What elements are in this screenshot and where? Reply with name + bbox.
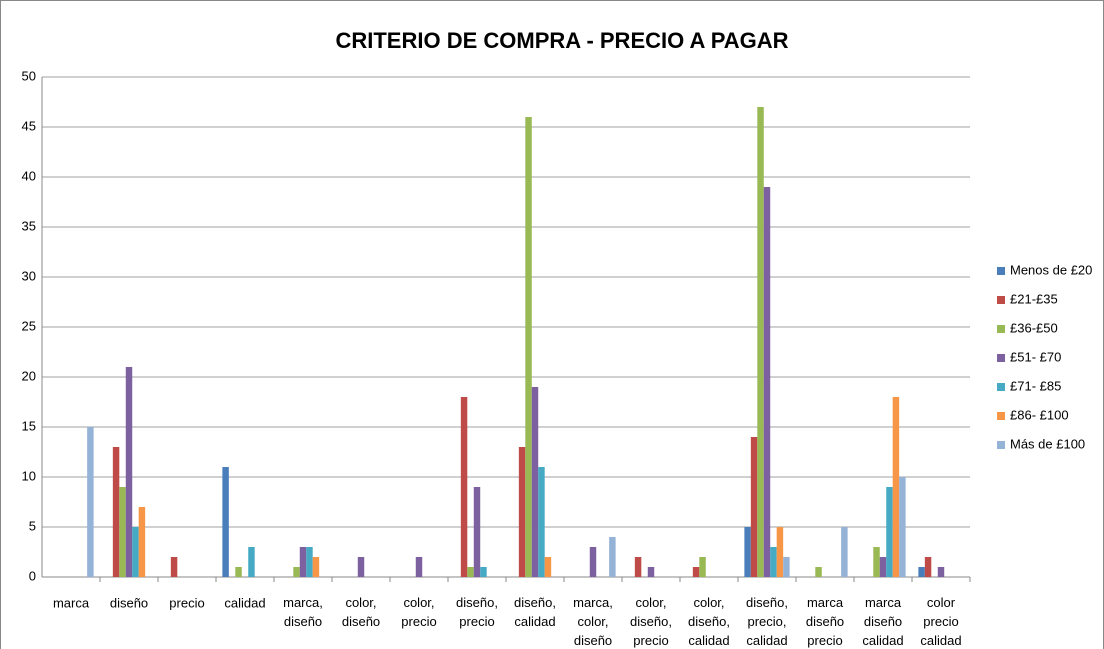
bar <box>892 397 900 577</box>
bar <box>518 447 526 577</box>
x-tick-label: marca diseño precio <box>806 595 844 648</box>
bar <box>776 527 784 577</box>
bar <box>699 557 706 577</box>
bar <box>873 547 880 577</box>
bar <box>815 567 822 577</box>
x-tick-label: diseño, precio <box>456 595 498 629</box>
bar <box>460 397 468 577</box>
x-tick-label: diseño <box>110 595 148 610</box>
bar <box>138 507 146 577</box>
bar <box>538 467 545 577</box>
bar <box>634 557 642 577</box>
bar <box>924 557 932 577</box>
bar <box>222 467 229 577</box>
y-tick-label: 20 <box>22 368 36 383</box>
bar <box>757 107 764 577</box>
legend-swatch <box>997 296 1005 304</box>
bar <box>841 527 848 577</box>
bar <box>112 447 120 577</box>
bar <box>531 387 539 577</box>
bar <box>467 567 474 577</box>
chart-title: CRITERIO DE COMPRA - PRECIO A PAGAR <box>335 28 788 53</box>
bar <box>886 487 893 577</box>
bar <box>248 547 255 577</box>
bar <box>750 437 758 577</box>
x-tick-label: color, precio <box>401 595 436 629</box>
x-tick-label: color, diseño, calidad <box>688 595 730 648</box>
bar <box>132 527 139 577</box>
legend-swatch <box>997 325 1005 333</box>
bar <box>544 557 552 577</box>
bar <box>415 557 423 577</box>
bar <box>783 557 790 577</box>
bar <box>744 527 751 577</box>
legend-swatch <box>997 267 1005 275</box>
x-tick-label: marca, diseño <box>283 595 323 629</box>
legend-label: £86- £100 <box>1010 407 1069 422</box>
bar <box>692 567 700 577</box>
legend-label: Más de £100 <box>1010 436 1085 451</box>
legend-label: £36-£50 <box>1010 320 1058 335</box>
legend-label: Menos de £20 <box>1010 262 1092 277</box>
bar <box>763 187 771 577</box>
bar <box>299 547 307 577</box>
bar <box>312 557 320 577</box>
legend-swatch <box>997 441 1005 449</box>
bar <box>306 547 313 577</box>
x-tick-label: diseño, calidad <box>514 595 556 629</box>
bar <box>293 567 300 577</box>
legend-label: £71- £85 <box>1010 378 1061 393</box>
x-tick-label: marca diseño calidad <box>862 595 903 648</box>
bar <box>525 117 532 577</box>
bar <box>87 427 94 577</box>
x-tick-label: marca, color, diseño <box>573 595 613 648</box>
bar <box>473 487 481 577</box>
x-tick-label: calidad <box>224 595 265 610</box>
bar <box>589 547 597 577</box>
bar <box>119 487 126 577</box>
bar <box>170 557 178 577</box>
legend-label: £51- £70 <box>1010 349 1061 364</box>
y-tick-label: 40 <box>22 168 36 183</box>
y-tick-label: 35 <box>22 218 36 233</box>
bar <box>647 567 655 577</box>
x-tick-label: diseño, precio, calidad <box>746 595 788 648</box>
bar <box>770 547 777 577</box>
y-tick-label: 50 <box>22 68 36 83</box>
legend-label: £21-£35 <box>1010 291 1058 306</box>
x-tick-label: color, diseño, precio <box>630 595 672 648</box>
y-tick-label: 30 <box>22 268 36 283</box>
legend-swatch <box>997 354 1005 362</box>
bar <box>125 367 133 577</box>
y-tick-label: 0 <box>29 568 36 583</box>
bar <box>235 567 242 577</box>
bar <box>609 537 616 577</box>
x-tick-label: marca <box>53 595 90 610</box>
bar <box>480 567 487 577</box>
bar <box>918 567 925 577</box>
legend-swatch <box>997 383 1005 391</box>
bar <box>879 557 887 577</box>
x-tick-label: precio <box>169 595 204 610</box>
bar <box>357 557 365 577</box>
y-tick-label: 15 <box>22 418 36 433</box>
bar <box>899 477 906 577</box>
legend-swatch <box>997 412 1005 420</box>
x-tick-label: color, diseño <box>342 595 380 629</box>
y-tick-label: 45 <box>22 118 36 133</box>
y-tick-label: 25 <box>22 318 36 333</box>
bar <box>937 567 945 577</box>
y-tick-label: 10 <box>22 468 36 483</box>
y-tick-label: 5 <box>29 518 36 533</box>
x-tick-label: color precio calidad <box>920 595 961 648</box>
